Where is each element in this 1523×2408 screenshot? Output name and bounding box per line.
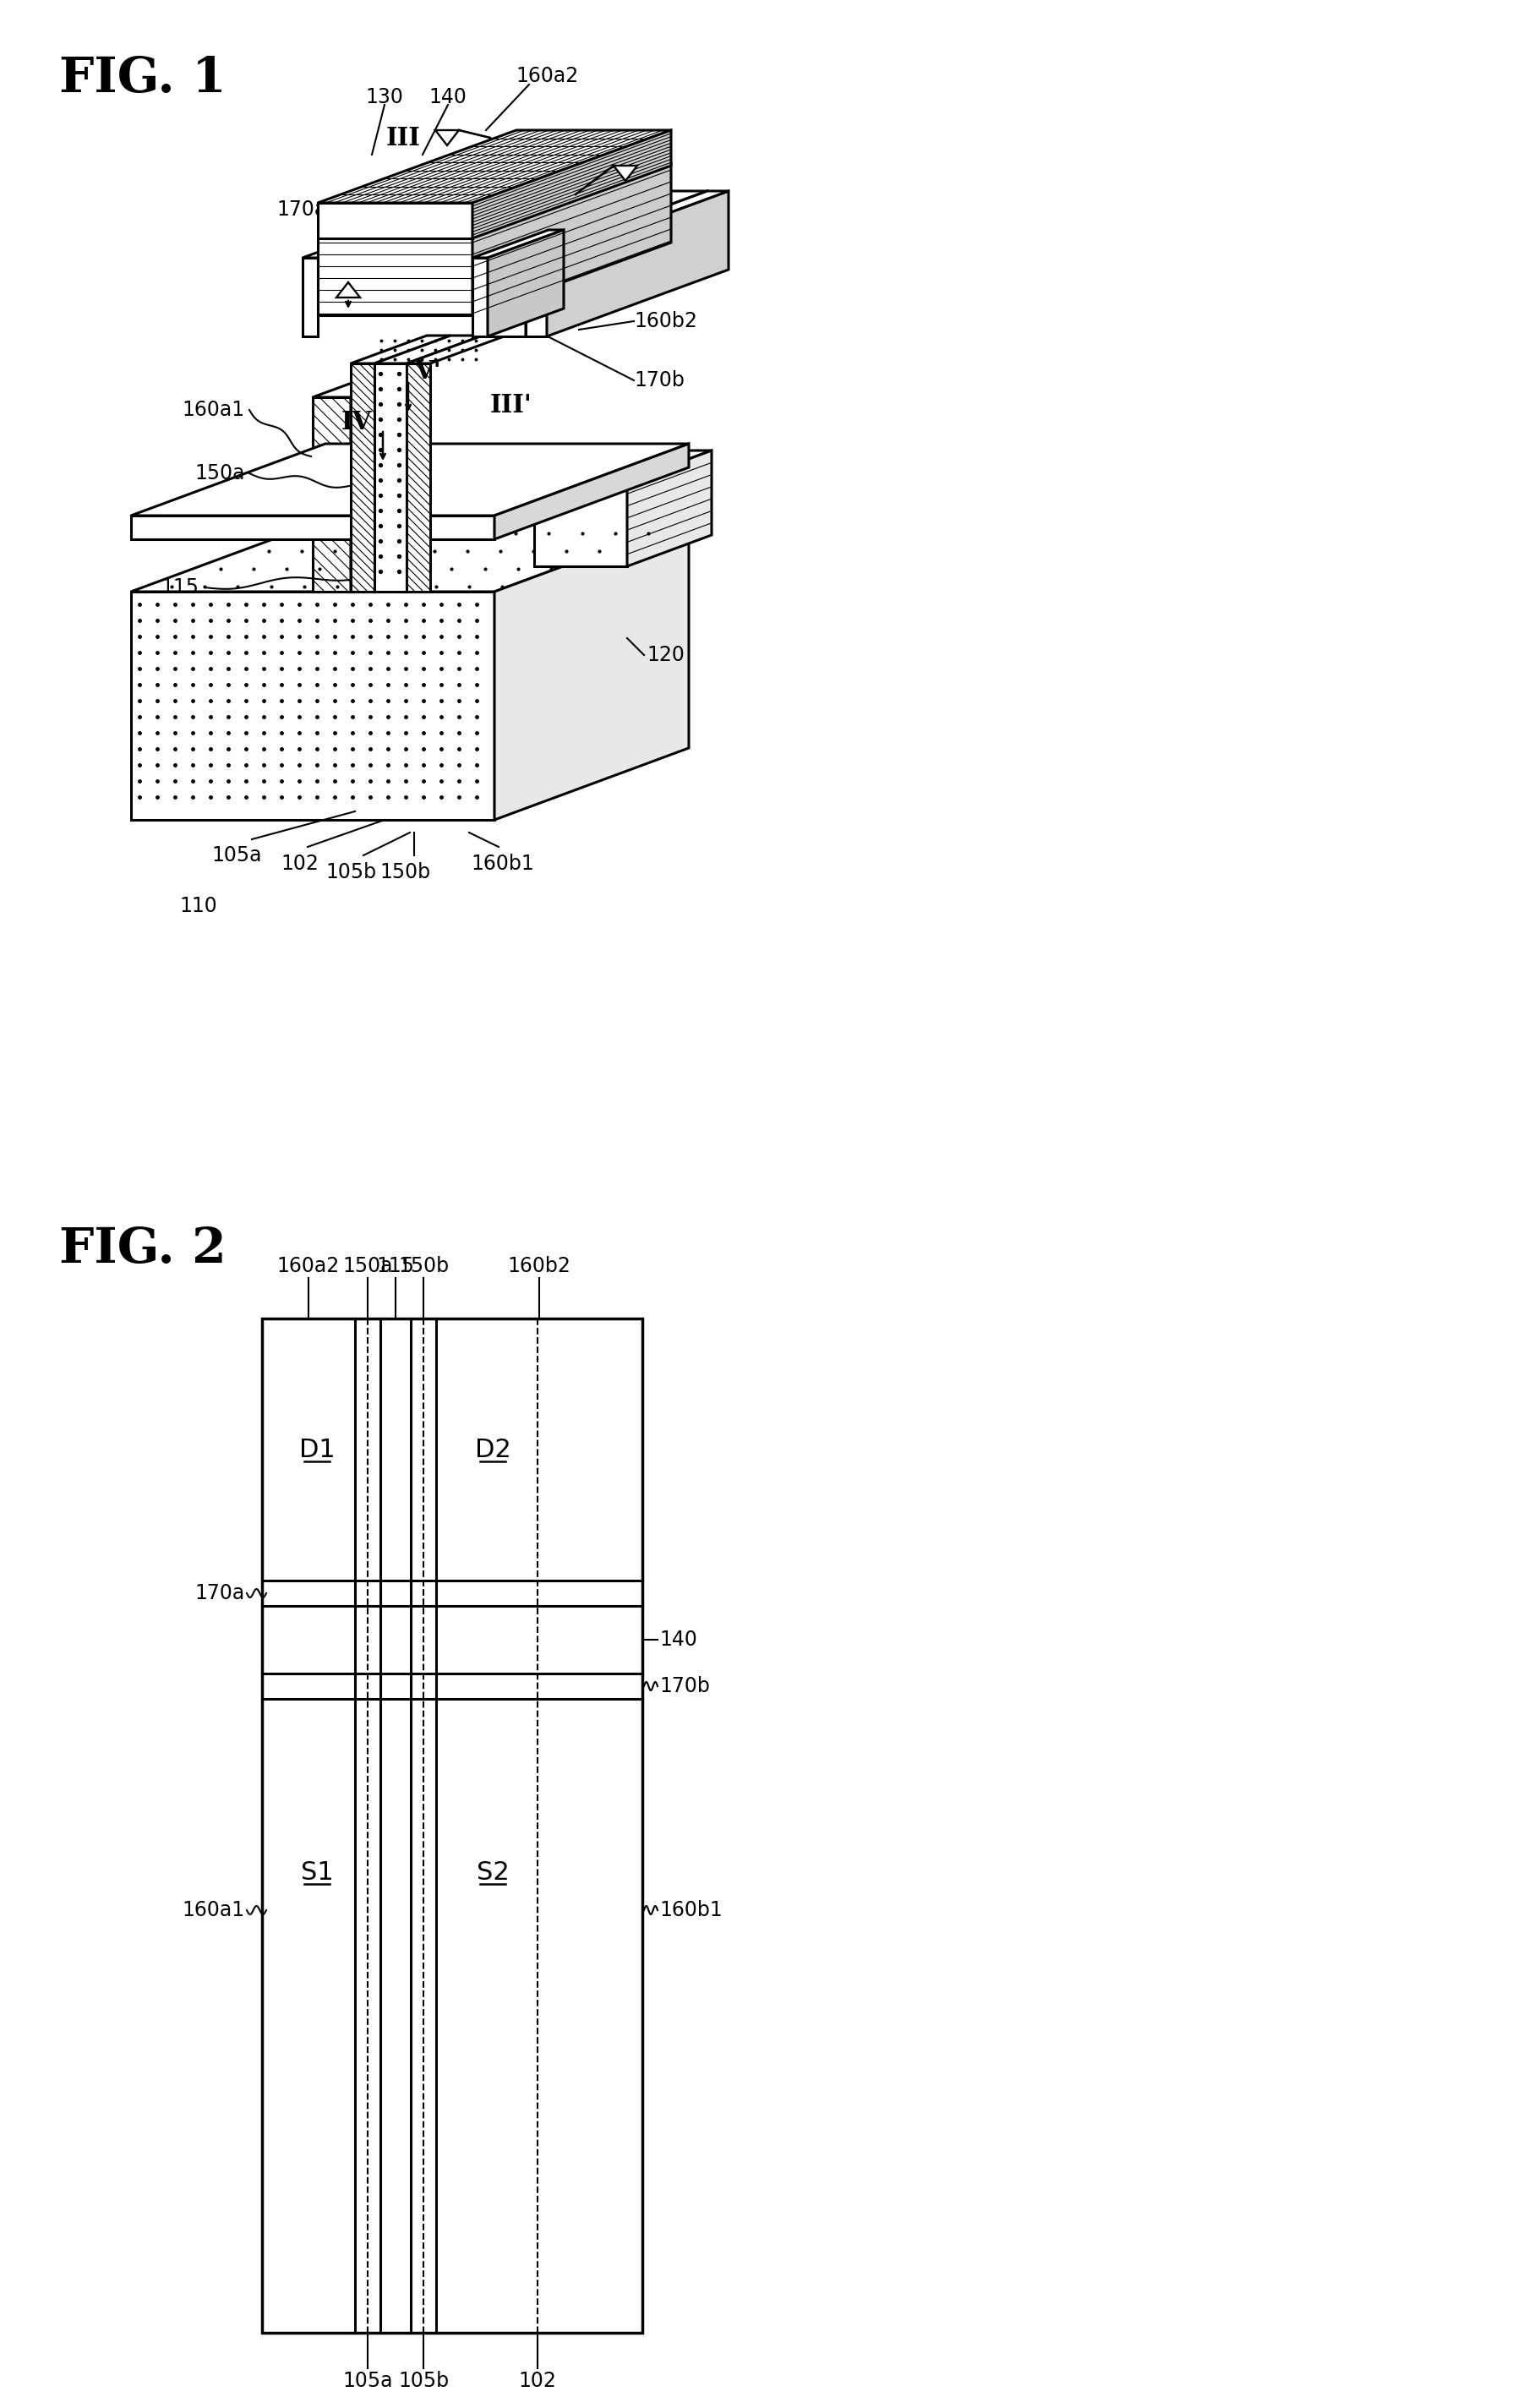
Polygon shape <box>495 520 688 819</box>
Polygon shape <box>525 190 728 258</box>
Text: FIG. 1: FIG. 1 <box>59 55 227 101</box>
Polygon shape <box>472 229 564 258</box>
Text: 160a2: 160a2 <box>277 1257 340 1276</box>
Text: 105b: 105b <box>326 862 376 881</box>
Text: V': V' <box>414 359 440 385</box>
Polygon shape <box>303 229 394 258</box>
Text: 170b: 170b <box>634 371 684 390</box>
Polygon shape <box>131 443 688 515</box>
Text: 160b1: 160b1 <box>471 855 535 874</box>
Text: 150a: 150a <box>195 462 245 484</box>
Text: D1: D1 <box>299 1438 335 1462</box>
Polygon shape <box>547 190 728 337</box>
Text: 105a: 105a <box>212 845 262 864</box>
Polygon shape <box>472 164 672 315</box>
Text: 160a1: 160a1 <box>183 1900 245 1919</box>
Polygon shape <box>535 450 711 482</box>
Polygon shape <box>525 190 707 337</box>
Polygon shape <box>131 592 495 819</box>
Text: S2: S2 <box>477 1859 509 1885</box>
Polygon shape <box>312 368 426 397</box>
Text: 140: 140 <box>429 87 468 108</box>
Polygon shape <box>487 190 707 258</box>
Polygon shape <box>318 202 472 238</box>
Polygon shape <box>472 130 672 238</box>
Polygon shape <box>318 236 472 315</box>
Text: FIG. 2: FIG. 2 <box>59 1226 227 1274</box>
Polygon shape <box>350 364 375 592</box>
Polygon shape <box>350 335 451 364</box>
Polygon shape <box>262 1320 643 2333</box>
Polygon shape <box>131 515 495 539</box>
Polygon shape <box>131 520 688 592</box>
Text: 102: 102 <box>518 2372 556 2391</box>
Text: 160b2: 160b2 <box>634 311 698 332</box>
Polygon shape <box>407 335 506 364</box>
Text: 150a: 150a <box>343 1257 393 1276</box>
Polygon shape <box>303 258 318 337</box>
Polygon shape <box>375 335 483 364</box>
Polygon shape <box>627 450 711 566</box>
Polygon shape <box>487 229 564 337</box>
Text: S1: S1 <box>300 1859 334 1885</box>
Text: 160b2: 160b2 <box>507 1257 571 1276</box>
Text: III: III <box>387 125 420 149</box>
Polygon shape <box>350 368 426 592</box>
Text: 110: 110 <box>180 896 218 915</box>
Text: 160a1: 160a1 <box>183 400 245 419</box>
Text: 160a2: 160a2 <box>516 65 579 87</box>
Text: 115: 115 <box>376 1257 414 1276</box>
Text: IV: IV <box>341 409 372 436</box>
Polygon shape <box>525 258 547 337</box>
Polygon shape <box>436 130 458 144</box>
Polygon shape <box>337 282 359 299</box>
Text: 115: 115 <box>160 578 198 597</box>
Polygon shape <box>614 166 637 181</box>
Polygon shape <box>312 397 350 592</box>
Polygon shape <box>487 258 525 337</box>
Text: 150b: 150b <box>381 862 431 881</box>
Polygon shape <box>375 364 407 592</box>
Text: 130: 130 <box>366 87 404 108</box>
Polygon shape <box>535 482 627 566</box>
Text: IV': IV' <box>632 152 670 178</box>
Text: V: V <box>311 275 329 299</box>
Text: 120: 120 <box>647 645 684 665</box>
Text: 170a: 170a <box>195 1582 245 1604</box>
Text: 170b: 170b <box>659 1676 710 1695</box>
Text: 160b1: 160b1 <box>659 1900 722 1919</box>
Text: 102: 102 <box>282 855 318 874</box>
Text: 105b: 105b <box>398 2372 449 2391</box>
Polygon shape <box>472 258 487 337</box>
Polygon shape <box>407 364 429 592</box>
Text: 150b: 150b <box>398 1257 449 1276</box>
Text: D2: D2 <box>475 1438 510 1462</box>
Polygon shape <box>495 443 688 539</box>
Text: 170a: 170a <box>277 200 327 219</box>
Text: III': III' <box>490 393 532 419</box>
Polygon shape <box>318 130 672 202</box>
Text: 105a: 105a <box>343 2372 393 2391</box>
Polygon shape <box>318 164 672 236</box>
Text: 140: 140 <box>659 1630 698 1649</box>
